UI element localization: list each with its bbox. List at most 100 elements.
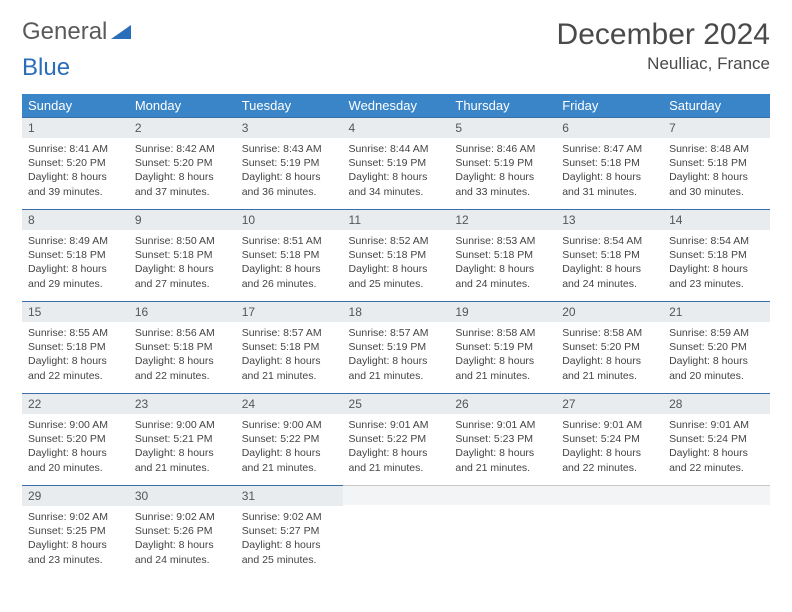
title-block: December 2024 Neulliac, France xyxy=(557,18,770,74)
day-number: 24 xyxy=(236,393,343,414)
logo-triangle-icon xyxy=(111,23,133,41)
calendar-cell: 20Sunrise: 8:58 AMSunset: 5:20 PMDayligh… xyxy=(556,301,663,393)
calendar-cell xyxy=(343,485,450,577)
calendar-cell: 16Sunrise: 8:56 AMSunset: 5:18 PMDayligh… xyxy=(129,301,236,393)
calendar-cell: 19Sunrise: 8:58 AMSunset: 5:19 PMDayligh… xyxy=(449,301,556,393)
day-details: Sunrise: 9:01 AMSunset: 5:24 PMDaylight:… xyxy=(556,414,663,481)
calendar-cell: 2Sunrise: 8:42 AMSunset: 5:20 PMDaylight… xyxy=(129,117,236,209)
day-details: Sunrise: 8:59 AMSunset: 5:20 PMDaylight:… xyxy=(663,322,770,389)
weekday-header: Friday xyxy=(556,94,663,117)
day-details: Sunrise: 8:44 AMSunset: 5:19 PMDaylight:… xyxy=(343,138,450,205)
calendar-cell: 11Sunrise: 8:52 AMSunset: 5:18 PMDayligh… xyxy=(343,209,450,301)
day-number: 31 xyxy=(236,485,343,506)
weekday-header: Sunday xyxy=(22,94,129,117)
calendar-cell: 12Sunrise: 8:53 AMSunset: 5:18 PMDayligh… xyxy=(449,209,556,301)
day-details: Sunrise: 8:50 AMSunset: 5:18 PMDaylight:… xyxy=(129,230,236,297)
day-number: 22 xyxy=(22,393,129,414)
weekday-header: Wednesday xyxy=(343,94,450,117)
day-details: Sunrise: 9:02 AMSunset: 5:27 PMDaylight:… xyxy=(236,506,343,573)
day-number: 10 xyxy=(236,209,343,230)
weekday-header: Saturday xyxy=(663,94,770,117)
calendar-cell xyxy=(663,485,770,577)
calendar-cell: 8Sunrise: 8:49 AMSunset: 5:18 PMDaylight… xyxy=(22,209,129,301)
day-details: Sunrise: 8:49 AMSunset: 5:18 PMDaylight:… xyxy=(22,230,129,297)
day-details: Sunrise: 8:41 AMSunset: 5:20 PMDaylight:… xyxy=(22,138,129,205)
calendar-cell xyxy=(449,485,556,577)
day-number: 18 xyxy=(343,301,450,322)
day-number: 21 xyxy=(663,301,770,322)
logo: General xyxy=(22,18,135,46)
day-details: Sunrise: 8:51 AMSunset: 5:18 PMDaylight:… xyxy=(236,230,343,297)
calendar-row: 15Sunrise: 8:55 AMSunset: 5:18 PMDayligh… xyxy=(22,301,770,393)
day-number: 3 xyxy=(236,117,343,138)
month-title: December 2024 xyxy=(557,18,770,52)
calendar-cell: 28Sunrise: 9:01 AMSunset: 5:24 PMDayligh… xyxy=(663,393,770,485)
day-number: 20 xyxy=(556,301,663,322)
day-details: Sunrise: 8:58 AMSunset: 5:20 PMDaylight:… xyxy=(556,322,663,389)
day-details: Sunrise: 8:46 AMSunset: 5:19 PMDaylight:… xyxy=(449,138,556,205)
calendar-row: 22Sunrise: 9:00 AMSunset: 5:20 PMDayligh… xyxy=(22,393,770,485)
day-details: Sunrise: 8:43 AMSunset: 5:19 PMDaylight:… xyxy=(236,138,343,205)
day-number: 26 xyxy=(449,393,556,414)
day-details: Sunrise: 8:52 AMSunset: 5:18 PMDaylight:… xyxy=(343,230,450,297)
calendar-cell: 15Sunrise: 8:55 AMSunset: 5:18 PMDayligh… xyxy=(22,301,129,393)
calendar-cell: 3Sunrise: 8:43 AMSunset: 5:19 PMDaylight… xyxy=(236,117,343,209)
calendar-cell: 30Sunrise: 9:02 AMSunset: 5:26 PMDayligh… xyxy=(129,485,236,577)
day-details: Sunrise: 8:54 AMSunset: 5:18 PMDaylight:… xyxy=(663,230,770,297)
day-number: 17 xyxy=(236,301,343,322)
weekday-header-row: SundayMondayTuesdayWednesdayThursdayFrid… xyxy=(22,94,770,117)
calendar-cell: 5Sunrise: 8:46 AMSunset: 5:19 PMDaylight… xyxy=(449,117,556,209)
day-number: 11 xyxy=(343,209,450,230)
weekday-header: Thursday xyxy=(449,94,556,117)
day-details: Sunrise: 9:00 AMSunset: 5:20 PMDaylight:… xyxy=(22,414,129,481)
calendar-cell: 27Sunrise: 9:01 AMSunset: 5:24 PMDayligh… xyxy=(556,393,663,485)
day-number: 7 xyxy=(663,117,770,138)
day-number: 19 xyxy=(449,301,556,322)
calendar-cell: 18Sunrise: 8:57 AMSunset: 5:19 PMDayligh… xyxy=(343,301,450,393)
day-details: Sunrise: 8:57 AMSunset: 5:18 PMDaylight:… xyxy=(236,322,343,389)
calendar-cell: 14Sunrise: 8:54 AMSunset: 5:18 PMDayligh… xyxy=(663,209,770,301)
calendar-cell: 26Sunrise: 9:01 AMSunset: 5:23 PMDayligh… xyxy=(449,393,556,485)
logo-word1: General xyxy=(22,18,107,46)
day-details: Sunrise: 8:53 AMSunset: 5:18 PMDaylight:… xyxy=(449,230,556,297)
day-number: 28 xyxy=(663,393,770,414)
day-details: Sunrise: 9:01 AMSunset: 5:24 PMDaylight:… xyxy=(663,414,770,481)
day-details: Sunrise: 8:47 AMSunset: 5:18 PMDaylight:… xyxy=(556,138,663,205)
calendar-cell: 23Sunrise: 9:00 AMSunset: 5:21 PMDayligh… xyxy=(129,393,236,485)
day-number: 4 xyxy=(343,117,450,138)
day-number: 23 xyxy=(129,393,236,414)
day-details: Sunrise: 9:00 AMSunset: 5:21 PMDaylight:… xyxy=(129,414,236,481)
calendar-cell: 22Sunrise: 9:00 AMSunset: 5:20 PMDayligh… xyxy=(22,393,129,485)
calendar-row: 8Sunrise: 8:49 AMSunset: 5:18 PMDaylight… xyxy=(22,209,770,301)
calendar-cell: 24Sunrise: 9:00 AMSunset: 5:22 PMDayligh… xyxy=(236,393,343,485)
day-number: 15 xyxy=(22,301,129,322)
calendar-cell: 9Sunrise: 8:50 AMSunset: 5:18 PMDaylight… xyxy=(129,209,236,301)
day-details: Sunrise: 8:57 AMSunset: 5:19 PMDaylight:… xyxy=(343,322,450,389)
calendar-cell: 7Sunrise: 8:48 AMSunset: 5:18 PMDaylight… xyxy=(663,117,770,209)
day-details: Sunrise: 8:56 AMSunset: 5:18 PMDaylight:… xyxy=(129,322,236,389)
day-number: 1 xyxy=(22,117,129,138)
calendar-body: 1Sunrise: 8:41 AMSunset: 5:20 PMDaylight… xyxy=(22,117,770,577)
day-details: Sunrise: 8:42 AMSunset: 5:20 PMDaylight:… xyxy=(129,138,236,205)
day-number: 13 xyxy=(556,209,663,230)
calendar-row: 1Sunrise: 8:41 AMSunset: 5:20 PMDaylight… xyxy=(22,117,770,209)
calendar-cell: 13Sunrise: 8:54 AMSunset: 5:18 PMDayligh… xyxy=(556,209,663,301)
calendar-cell: 25Sunrise: 9:01 AMSunset: 5:22 PMDayligh… xyxy=(343,393,450,485)
day-details: Sunrise: 9:02 AMSunset: 5:26 PMDaylight:… xyxy=(129,506,236,573)
calendar-cell: 10Sunrise: 8:51 AMSunset: 5:18 PMDayligh… xyxy=(236,209,343,301)
day-number: 30 xyxy=(129,485,236,506)
day-number: 9 xyxy=(129,209,236,230)
day-number: 14 xyxy=(663,209,770,230)
calendar-cell xyxy=(556,485,663,577)
day-details: Sunrise: 9:01 AMSunset: 5:22 PMDaylight:… xyxy=(343,414,450,481)
day-details: Sunrise: 9:00 AMSunset: 5:22 PMDaylight:… xyxy=(236,414,343,481)
calendar-cell: 17Sunrise: 8:57 AMSunset: 5:18 PMDayligh… xyxy=(236,301,343,393)
day-details: Sunrise: 8:48 AMSunset: 5:18 PMDaylight:… xyxy=(663,138,770,205)
day-details: Sunrise: 8:58 AMSunset: 5:19 PMDaylight:… xyxy=(449,322,556,389)
calendar-cell: 6Sunrise: 8:47 AMSunset: 5:18 PMDaylight… xyxy=(556,117,663,209)
day-details: Sunrise: 9:01 AMSunset: 5:23 PMDaylight:… xyxy=(449,414,556,481)
day-number: 12 xyxy=(449,209,556,230)
day-details: Sunrise: 9:02 AMSunset: 5:25 PMDaylight:… xyxy=(22,506,129,573)
day-number: 2 xyxy=(129,117,236,138)
calendar-cell: 1Sunrise: 8:41 AMSunset: 5:20 PMDaylight… xyxy=(22,117,129,209)
